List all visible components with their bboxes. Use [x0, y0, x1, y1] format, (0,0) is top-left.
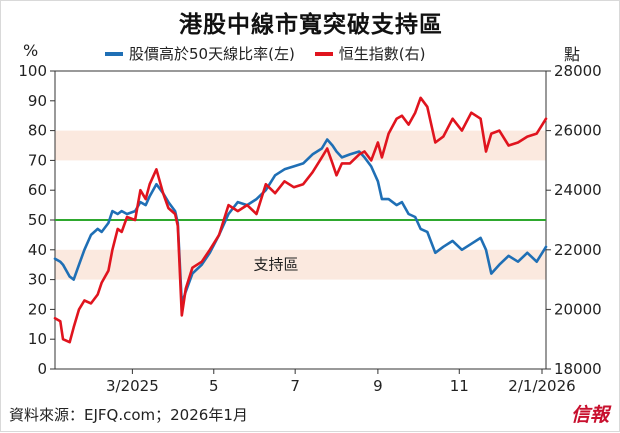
left-tick-label: 0 — [37, 360, 47, 378]
source-note: 資料來源：EJFQ.com；2026年1月 — [9, 406, 248, 424]
right-tick-label: 24000 — [554, 181, 602, 199]
legend-label-index: 恒生指數(右) — [338, 45, 426, 63]
left-tick-label: 70 — [28, 151, 47, 169]
right-tick-label: 28000 — [554, 62, 602, 80]
right-tick-label: 26000 — [554, 122, 602, 140]
x-tick-label: 3/2025 — [106, 377, 159, 395]
left-tick-label: 20 — [28, 300, 47, 318]
left-tick-label: 80 — [28, 122, 47, 140]
left-tick-label: 60 — [28, 181, 47, 199]
left-tick-label: 10 — [28, 330, 47, 348]
legend-swatch-breadth — [105, 51, 123, 56]
left-tick-label: 90 — [28, 92, 47, 110]
x-tick-label: 9 — [373, 377, 383, 395]
series-line-index — [53, 96, 548, 344]
series-line-breadth — [53, 138, 548, 305]
right-tick-label: 22000 — [554, 241, 602, 259]
publisher-logo: 信報 — [570, 404, 609, 426]
x-tick-label: 5 — [209, 377, 219, 395]
legend: 股價高於50天線比率(左) 恒生指數(右) — [105, 43, 446, 64]
left-tick-label: 100 — [18, 62, 47, 80]
right-tick-label: 18000 — [554, 360, 602, 378]
legend-item-index: 恒生指數(右) — [314, 43, 426, 64]
right-tick-label: 20000 — [554, 300, 602, 318]
left-tick-label: 50 — [28, 211, 47, 229]
right-axis-unit: 點 — [564, 45, 581, 64]
shaded-band-1 — [55, 249, 546, 280]
left-tick-label: 40 — [28, 241, 47, 259]
support-zone-label: 支持區 — [253, 256, 298, 274]
left-tick-label: 30 — [28, 271, 47, 289]
x-tick-label: 11 — [450, 377, 469, 395]
left-axis-unit: % — [23, 41, 39, 60]
legend-item-breadth: 股價高於50天線比率(左) — [105, 43, 295, 64]
legend-swatch-index — [314, 51, 333, 56]
legend-label-breadth: 股價高於50天線比率(左) — [129, 45, 295, 63]
x-tick-label: 2/1/2026 — [508, 377, 575, 395]
shaded-band-0 — [55, 130, 546, 161]
chart-title: 港股中線市寬突破支持區 — [179, 12, 443, 38]
x-tick-label: 7 — [290, 377, 300, 395]
